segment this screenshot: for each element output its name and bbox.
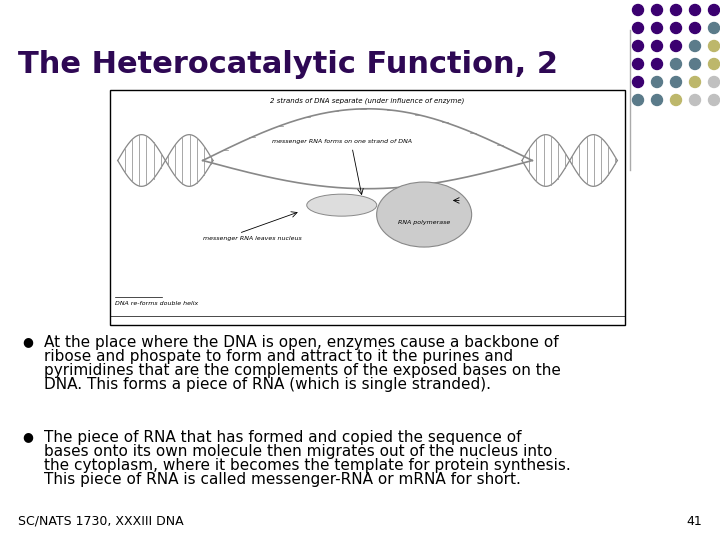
Circle shape bbox=[632, 40, 644, 51]
Text: RNA polymerase: RNA polymerase bbox=[398, 220, 450, 225]
Circle shape bbox=[670, 23, 682, 33]
Text: messenger RNA leaves nucleus: messenger RNA leaves nucleus bbox=[203, 235, 302, 240]
Circle shape bbox=[690, 4, 701, 16]
Circle shape bbox=[632, 4, 644, 16]
Circle shape bbox=[708, 58, 719, 70]
Circle shape bbox=[708, 94, 719, 105]
Text: ●: ● bbox=[22, 335, 33, 348]
Circle shape bbox=[632, 58, 644, 70]
Circle shape bbox=[652, 94, 662, 105]
Circle shape bbox=[670, 77, 682, 87]
Circle shape bbox=[708, 4, 719, 16]
Text: DNA re-forms double helix: DNA re-forms double helix bbox=[115, 301, 199, 306]
Circle shape bbox=[708, 23, 719, 33]
Ellipse shape bbox=[377, 182, 472, 247]
Text: SC/NATS 1730, XXXIII DNA: SC/NATS 1730, XXXIII DNA bbox=[18, 515, 184, 528]
FancyBboxPatch shape bbox=[110, 90, 625, 325]
Circle shape bbox=[690, 77, 701, 87]
Circle shape bbox=[670, 4, 682, 16]
Circle shape bbox=[690, 58, 701, 70]
Text: 41: 41 bbox=[686, 515, 702, 528]
Circle shape bbox=[652, 40, 662, 51]
Ellipse shape bbox=[307, 194, 377, 216]
Circle shape bbox=[670, 58, 682, 70]
Circle shape bbox=[632, 23, 644, 33]
Circle shape bbox=[708, 40, 719, 51]
Text: the cytoplasm, where it becomes the template for protein synthesis.: the cytoplasm, where it becomes the temp… bbox=[44, 458, 571, 473]
Text: DNA. This forms a piece of RNA (which is single stranded).: DNA. This forms a piece of RNA (which is… bbox=[44, 377, 491, 392]
Circle shape bbox=[652, 4, 662, 16]
Text: The Heterocatalytic Function, 2: The Heterocatalytic Function, 2 bbox=[18, 50, 558, 79]
Circle shape bbox=[652, 58, 662, 70]
Circle shape bbox=[708, 77, 719, 87]
Text: ●: ● bbox=[22, 430, 33, 443]
Circle shape bbox=[652, 23, 662, 33]
Text: messenger RNA forms on one strand of DNA: messenger RNA forms on one strand of DNA bbox=[271, 139, 412, 144]
Circle shape bbox=[690, 40, 701, 51]
Circle shape bbox=[670, 40, 682, 51]
Text: pyrimidines that are the complements of the exposed bases on the: pyrimidines that are the complements of … bbox=[44, 363, 561, 378]
Circle shape bbox=[690, 23, 701, 33]
Text: bases onto its own molecule then migrates out of the nucleus into: bases onto its own molecule then migrate… bbox=[44, 444, 552, 459]
Text: At the place where the DNA is open, enzymes cause a backbone of: At the place where the DNA is open, enzy… bbox=[44, 335, 559, 350]
Text: The piece of RNA that has formed and copied the sequence of: The piece of RNA that has formed and cop… bbox=[44, 430, 521, 445]
Circle shape bbox=[670, 94, 682, 105]
Circle shape bbox=[690, 94, 701, 105]
Circle shape bbox=[632, 94, 644, 105]
Circle shape bbox=[632, 77, 644, 87]
Text: ribose and phospate to form and attract to it the purines and: ribose and phospate to form and attract … bbox=[44, 349, 513, 364]
Text: 2 strands of DNA separate (under influence of enzyme): 2 strands of DNA separate (under influen… bbox=[270, 97, 464, 104]
Text: This piece of RNA is called messenger-RNA or mRNA for short.: This piece of RNA is called messenger-RN… bbox=[44, 472, 521, 487]
Circle shape bbox=[652, 77, 662, 87]
